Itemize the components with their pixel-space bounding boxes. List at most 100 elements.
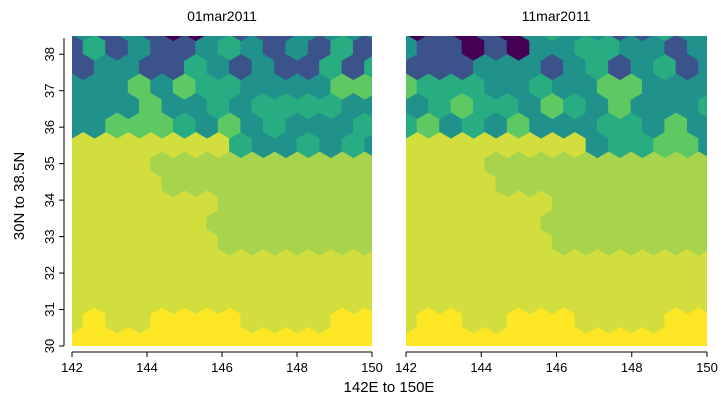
hex-cell bbox=[664, 111, 688, 139]
hex-cell bbox=[495, 52, 520, 81]
hex-cell bbox=[285, 36, 309, 61]
hex-cell bbox=[319, 52, 343, 81]
hex-cell bbox=[518, 169, 542, 198]
hex-cell bbox=[450, 130, 475, 159]
hex-cell bbox=[406, 254, 407, 269]
hex-cell bbox=[439, 150, 463, 178]
panel-left: 01mar2011 142 144 146 148 150 30 31 32 33 34 35 36 3… bbox=[42, 8, 383, 375]
hex-cell bbox=[72, 228, 84, 256]
hex-cell bbox=[150, 267, 174, 295]
hex-cell bbox=[229, 169, 253, 198]
hex-cell bbox=[551, 228, 576, 256]
hex-cell bbox=[428, 208, 452, 237]
hex-cell bbox=[596, 228, 621, 256]
hex-cell bbox=[161, 286, 186, 315]
hex-cell bbox=[574, 36, 598, 61]
hex-cell bbox=[406, 306, 418, 334]
y-tick-label: 35 bbox=[42, 156, 57, 170]
hex-cell bbox=[518, 247, 542, 276]
hex-cell bbox=[506, 228, 531, 256]
hex-cell bbox=[630, 247, 655, 276]
hex-cell bbox=[439, 72, 463, 100]
hex-cell bbox=[262, 189, 287, 217]
hex-cell bbox=[574, 111, 598, 139]
hex-cell bbox=[596, 150, 621, 178]
hex-cell bbox=[664, 267, 688, 295]
hex-cell bbox=[116, 286, 141, 315]
hex-cell bbox=[262, 150, 287, 178]
hex-cell bbox=[709, 72, 721, 99]
hex-cell bbox=[416, 150, 441, 178]
hex-cell bbox=[172, 267, 197, 295]
hex-cell bbox=[664, 150, 688, 178]
hex-cell bbox=[641, 228, 666, 256]
hex-cell bbox=[563, 286, 587, 315]
hex-cell bbox=[307, 111, 332, 139]
hex-cell bbox=[217, 150, 242, 178]
hex-cell bbox=[254, 36, 273, 42]
hex-cell bbox=[641, 36, 666, 61]
hex-cell bbox=[341, 130, 366, 159]
hex-cell bbox=[686, 189, 707, 217]
hex-cell bbox=[330, 267, 354, 295]
hex-cell bbox=[406, 286, 430, 315]
hex-cell bbox=[372, 228, 396, 255]
hex-cell bbox=[229, 91, 253, 120]
hex-cell bbox=[139, 91, 163, 120]
hex-cell bbox=[139, 130, 163, 159]
hex-cell bbox=[319, 286, 343, 315]
hex-cell bbox=[352, 111, 372, 139]
hex-cell bbox=[529, 150, 553, 178]
hex-cell bbox=[574, 228, 598, 256]
hex-cell bbox=[406, 169, 430, 198]
hex-cell bbox=[416, 111, 441, 139]
hex-cell bbox=[675, 247, 700, 276]
hex-cell bbox=[251, 91, 276, 120]
hex-cell bbox=[630, 208, 655, 237]
hex-cell bbox=[372, 33, 396, 60]
hex-cell bbox=[439, 306, 463, 334]
hex-cell bbox=[364, 289, 372, 312]
hex-cell bbox=[675, 208, 700, 237]
hex-cell bbox=[49, 14, 73, 41]
hex-cell bbox=[82, 267, 107, 295]
hex-cell bbox=[630, 52, 655, 81]
hex-cell bbox=[232, 36, 250, 42]
hex-cell bbox=[596, 36, 621, 61]
hex-cell bbox=[563, 52, 587, 81]
hex-cell bbox=[161, 169, 186, 198]
hex-cell bbox=[127, 189, 152, 217]
hex-cell bbox=[653, 130, 677, 159]
hex-cell bbox=[473, 52, 497, 81]
hex-cell bbox=[139, 52, 163, 81]
hex-cell bbox=[450, 325, 475, 346]
hex-cell bbox=[127, 150, 152, 178]
hex-cell bbox=[540, 52, 565, 81]
hex-cell bbox=[406, 91, 430, 120]
hex-cell bbox=[406, 332, 407, 346]
hex-cell bbox=[709, 33, 721, 60]
hex-cell bbox=[675, 91, 700, 120]
hex-cell bbox=[184, 286, 208, 315]
hex-cell bbox=[450, 208, 475, 237]
hex-cell bbox=[240, 72, 264, 100]
hex-cell bbox=[116, 325, 141, 346]
hex-cell bbox=[307, 189, 332, 217]
hex-cell bbox=[498, 36, 517, 42]
hex-cell bbox=[240, 189, 264, 217]
hex-cell bbox=[105, 72, 129, 100]
hex-cell bbox=[641, 189, 666, 217]
hex-cell bbox=[251, 345, 254, 346]
hex-cell bbox=[184, 91, 208, 120]
hex-cell bbox=[698, 249, 707, 274]
hex-cell bbox=[372, 267, 396, 294]
hex-cell bbox=[105, 228, 129, 256]
hex-cell bbox=[551, 189, 576, 217]
y-tick-label: 37 bbox=[42, 83, 57, 97]
hex-cell bbox=[574, 306, 598, 334]
hex-cell bbox=[139, 325, 163, 346]
hex-cell bbox=[506, 267, 531, 295]
hex-cell bbox=[473, 325, 497, 346]
hex-cell bbox=[251, 325, 276, 346]
hex-cell bbox=[307, 72, 332, 100]
